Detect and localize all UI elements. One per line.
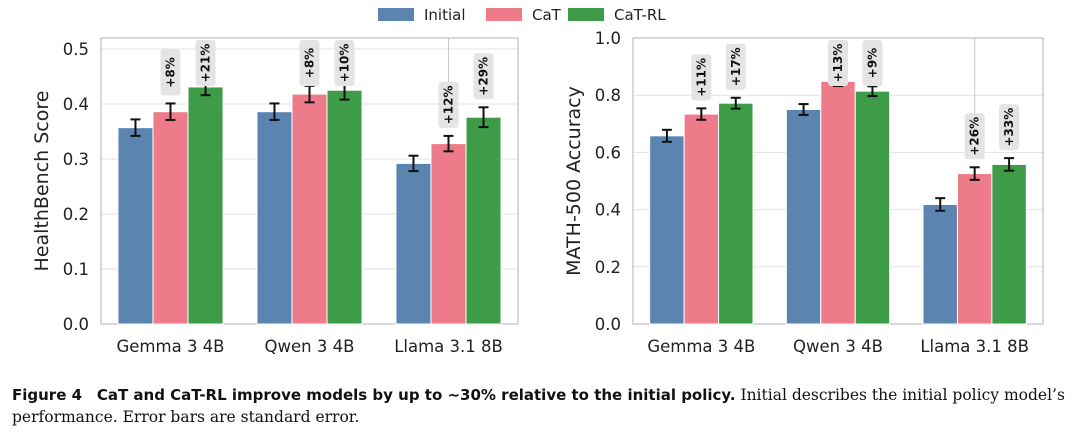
chart0-bar-cat [152, 111, 189, 325]
chart0-xtick-label: Gemma 3 4B [117, 337, 225, 356]
legend: Initial CaT CaT-RL [378, 6, 666, 24]
figure: Initial CaT CaT-RL 0.0 0.1 0.2 0.3 0.4 0.5 Healt… [31, 6, 1044, 356]
chart1-bar-initial [785, 109, 822, 325]
chart1-bar-cat-rl [854, 90, 891, 325]
chart1-annotation-label: +26% [968, 117, 982, 156]
chart0-annotation-box [473, 53, 494, 100]
chart1-annotation-label: +33% [1002, 108, 1016, 147]
chart0-ytick-label: 0.0 [63, 315, 89, 334]
chart1-bar-cat [683, 113, 720, 325]
legend-swatch-cat [486, 8, 522, 21]
chart1-annotation-label: +9% [865, 48, 879, 78]
chart1-ytick-label: 0.0 [595, 315, 621, 334]
chart1-ytick-label: 1.0 [595, 29, 621, 48]
chart1-bar-cat-rl [991, 163, 1027, 325]
chart0-bar-initial [117, 127, 154, 325]
chart0-bar-cat [430, 143, 467, 325]
chart1-bar-cat [820, 80, 856, 325]
chart1-annotation-box [999, 104, 1020, 151]
chart0-bar-initial [256, 111, 293, 325]
math500-chart: 0.0 0.2 0.4 0.6 0.8 1.0 MATH-500 Accuracy Gemma… [563, 29, 1044, 356]
chart0-annotation-box [195, 40, 216, 86]
chart1-xtick-label: Gemma 3 4B [647, 337, 755, 356]
chart1-xtick-label: Qwen 3 4B [793, 337, 883, 356]
chart0-annotation-box [299, 40, 320, 86]
chart0-ytick-label: 0.4 [63, 95, 89, 114]
chart0-annotation-box [438, 81, 459, 128]
chart1-bar-cat [956, 173, 993, 325]
chart0-annotation-label: +29% [477, 57, 491, 96]
chart0-annotation-label: +8% [164, 57, 178, 87]
caption-label: Figure 4 [12, 386, 83, 404]
chart0-ylabel: HealthBench Score [31, 91, 53, 272]
chart0-bar-initial [395, 162, 432, 325]
chart1-bar-initial [922, 203, 958, 325]
chart1-annotation-box [828, 40, 848, 86]
chart0-bar-cat-rl [187, 86, 224, 325]
chart1-annotation-box [964, 113, 985, 160]
caption-bold-text: CaT and CaT-RL improve models by up to ∼… [96, 386, 736, 404]
chart0-annotation-label: +21% [199, 44, 213, 83]
chart0-annotation-box [160, 49, 181, 96]
chart1-ytick-label: 0.8 [595, 86, 621, 105]
legend-swatch-cat-rl [568, 8, 604, 21]
chart0-annotation-label: +10% [338, 44, 352, 83]
chart0-annotation-label: +8% [303, 48, 317, 78]
chart0-ytick-label: 0.5 [63, 40, 89, 59]
chart1-annotation-box [691, 54, 712, 101]
chart0-xtick-label: Qwen 3 4B [265, 337, 355, 356]
chart0-bar-cat-rl [465, 116, 502, 325]
figure-caption: Figure 4 CaT and CaT-RL improve models b… [12, 384, 1072, 428]
chart1-annotation-box [725, 43, 746, 90]
chart0-annotation-label: +12% [442, 86, 456, 125]
chart1-annotation-label: +13% [831, 44, 845, 83]
chart0-ytick-label: 0.1 [63, 260, 89, 279]
legend-label-cat-rl: CaT-RL [614, 6, 666, 24]
chart0-bar-cat [291, 93, 328, 325]
chart1-bar-initial [649, 135, 685, 325]
chart1-ylabel: MATH-500 Accuracy [563, 86, 585, 276]
chart1-ytick-label: 0.4 [595, 201, 621, 220]
chart1-annotation-label: +11% [694, 58, 708, 97]
chart0-ytick-label: 0.2 [63, 205, 89, 224]
chart0-annotation-box [334, 40, 355, 86]
legend-swatch-initial [378, 8, 414, 21]
chart0-bar-cat-rl [326, 89, 363, 325]
chart1-ytick-label: 0.2 [595, 258, 621, 277]
chart1-annotation-label: +17% [729, 47, 743, 86]
chart0-ytick-label: 0.3 [63, 150, 89, 169]
chart1-ytick-label: 0.6 [595, 143, 621, 162]
healthbench-chart: 0.0 0.1 0.2 0.3 0.4 0.5 HealthBench Score Gemma… [31, 37, 519, 356]
chart1-annotation-box [862, 40, 883, 86]
caption-text: Initial describes the initial policy mod… [12, 386, 1065, 426]
legend-label-cat: CaT [532, 6, 562, 24]
chart1-xtick-label: Llama 3.1 8B [920, 337, 1029, 356]
chart1-bar-cat-rl [718, 102, 754, 325]
legend-label-initial: Initial [424, 6, 466, 24]
chart0-xtick-label: Llama 3.1 8B [394, 337, 503, 356]
